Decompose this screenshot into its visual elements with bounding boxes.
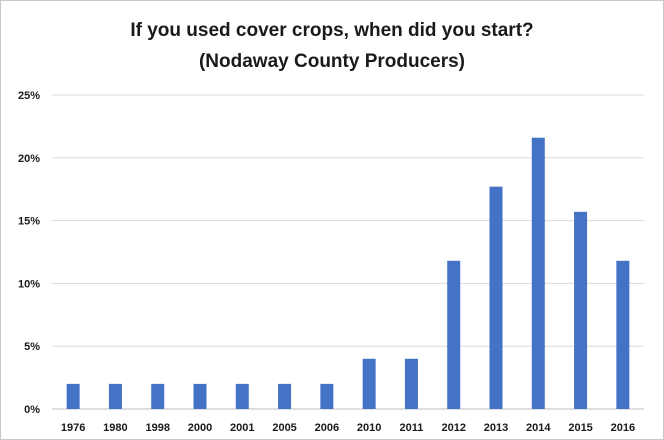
bar: [489, 186, 503, 409]
chart-subtitle: (Nodaway County Producers): [198, 51, 466, 72]
x-tick-label: 2014: [526, 422, 551, 434]
x-tick-label: 2012: [441, 422, 465, 434]
bar: [193, 383, 207, 409]
x-axis: 1976 1980 1998 2000 2001 2005 2006 2010 2011 2012…: [61, 422, 635, 434]
x-tick-label: 2005: [272, 422, 296, 434]
chart-title: If you used cover crops, when did you st…: [130, 20, 534, 41]
bar: [362, 358, 376, 409]
bar: [616, 260, 630, 409]
bar: [320, 383, 334, 409]
bar: [447, 260, 461, 409]
bars: [66, 137, 630, 410]
y-tick-label: 15%: [18, 216, 40, 228]
y-tick-label: 10%: [18, 278, 40, 290]
x-tick-label: 2013: [484, 422, 508, 434]
x-tick-label: 2011: [399, 422, 423, 434]
y-tick-label: 5%: [24, 341, 40, 353]
x-tick-label: 2000: [188, 422, 212, 434]
bar: [404, 358, 418, 409]
gridlines: [52, 94, 644, 410]
x-tick-label: 2001: [230, 422, 254, 434]
bar: [151, 383, 165, 409]
bar: [66, 383, 80, 409]
bar: [574, 211, 588, 409]
bar: [108, 383, 122, 409]
y-tick-label: 20%: [18, 153, 40, 165]
x-tick-label: 2006: [315, 422, 339, 434]
x-tick-label: 1998: [145, 422, 169, 434]
bar: [531, 137, 545, 410]
x-tick-label: 1976: [61, 422, 85, 434]
y-axis: 0% 5% 10% 15% 20% 25%: [18, 90, 40, 416]
bar: [235, 383, 249, 409]
bar: [278, 383, 292, 409]
y-tick-label: 25%: [18, 90, 40, 102]
x-tick-label: 2015: [568, 422, 592, 434]
x-tick-label: 1980: [103, 422, 127, 434]
x-tick-label: 2010: [357, 422, 381, 434]
x-tick-label: 2016: [611, 422, 635, 434]
y-tick-label: 0%: [24, 404, 40, 416]
